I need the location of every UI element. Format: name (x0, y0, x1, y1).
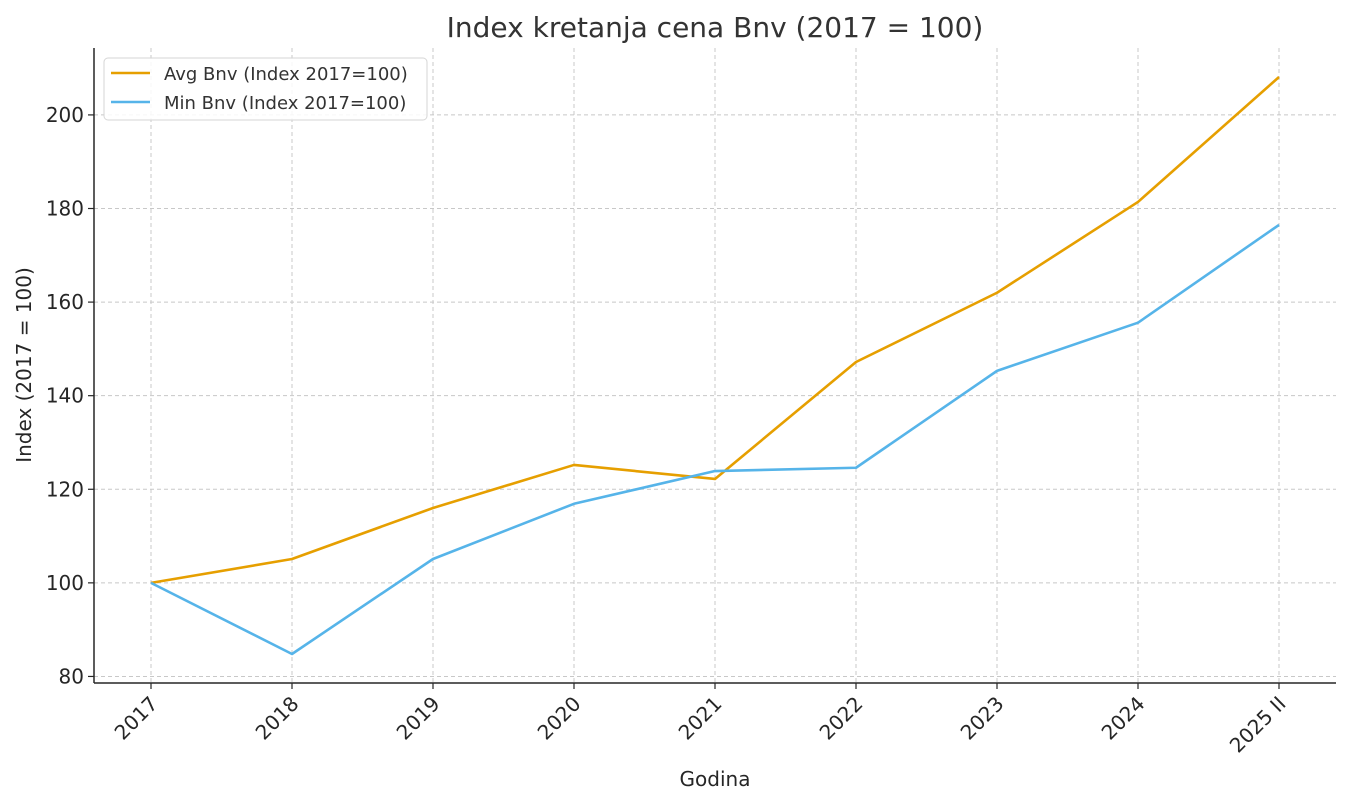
legend-box (103, 57, 428, 121)
series-line-min (150, 223, 1280, 656)
y-tick-label: 120 (46, 477, 84, 501)
x-tick-label: 2021 (674, 692, 727, 745)
series-line-avg (150, 76, 1280, 585)
y-tick-label: 200 (46, 103, 84, 127)
legend: Avg Bnv (Index 2017=100) Min Bnv (Index 2… (103, 57, 428, 121)
y-tick-label: 80 (59, 664, 84, 688)
x-tick-label: 2025 II (1225, 692, 1291, 758)
x-tick-label: 2017 (110, 692, 163, 745)
legend-label: Avg Bnv (Index 2017=100) (164, 64, 408, 85)
x-tick-label: 2023 (956, 692, 1009, 745)
y-tick-label: 160 (46, 290, 84, 314)
x-tick-label: 2024 (1097, 692, 1150, 745)
y-tick-label: 180 (46, 197, 84, 221)
x-tick-label: 2020 (533, 692, 586, 745)
y-tick-label: 140 (46, 384, 84, 408)
x-tick-label: 2018 (251, 692, 304, 745)
chart-title: Index kretanja cena Bnv (2017 = 100) (447, 11, 984, 44)
y-tick-label: 100 (46, 571, 84, 595)
legend-label: Min Bnv (Index 2017=100) (164, 93, 406, 114)
x-tick-label: 2022 (815, 692, 868, 745)
x-tick-label: 2019 (392, 692, 445, 745)
x-axis-label: Godina (680, 767, 751, 791)
y-axis-label: Index (2017 = 100) (12, 267, 36, 463)
